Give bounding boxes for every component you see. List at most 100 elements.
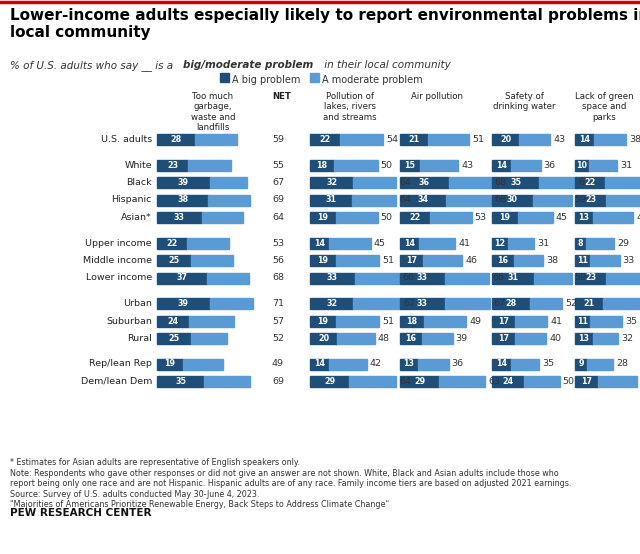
Bar (334, 160, 378, 171)
Bar (157, 194, 208, 206)
Bar (157, 315, 189, 326)
Bar (400, 194, 446, 206)
Text: 28: 28 (505, 299, 516, 308)
Bar (428, 134, 469, 145)
Text: Dem/lean Dem: Dem/lean Dem (81, 377, 152, 386)
Bar (422, 333, 452, 344)
Bar (210, 298, 253, 309)
Bar (593, 212, 633, 223)
Text: Rep/lean Rep: Rep/lean Rep (89, 360, 152, 368)
Text: 12: 12 (495, 239, 506, 248)
Bar (353, 177, 396, 188)
Bar (337, 333, 375, 344)
Text: NET: NET (273, 92, 291, 101)
Text: 51: 51 (382, 316, 394, 326)
Bar (157, 134, 195, 145)
Bar (210, 177, 248, 188)
Bar (188, 160, 231, 171)
Bar (575, 376, 598, 387)
Text: 31: 31 (537, 239, 549, 248)
Bar (191, 255, 232, 266)
Text: Middle income: Middle income (83, 256, 152, 265)
Text: 18: 18 (317, 161, 328, 170)
Bar (400, 212, 429, 223)
Text: 39: 39 (178, 178, 189, 187)
Text: 51: 51 (472, 135, 484, 144)
Text: 17: 17 (498, 316, 509, 326)
Text: Black: Black (126, 178, 152, 187)
Text: % of U.S. adults who say __ is a: % of U.S. adults who say __ is a (10, 60, 177, 71)
Text: A big problem: A big problem (232, 75, 300, 85)
Text: 32: 32 (621, 334, 634, 343)
Text: 19: 19 (317, 316, 328, 326)
Text: 32: 32 (326, 299, 337, 308)
Bar (400, 358, 417, 370)
Bar (310, 315, 335, 326)
Bar (329, 238, 371, 249)
Bar (400, 134, 428, 145)
Text: 43: 43 (636, 213, 640, 222)
Text: 52: 52 (272, 334, 284, 343)
Bar (606, 194, 640, 206)
Text: 11: 11 (577, 316, 588, 326)
Text: 33: 33 (623, 256, 635, 265)
Text: 50: 50 (563, 377, 575, 386)
Text: 41: 41 (550, 316, 563, 326)
Text: 41: 41 (458, 239, 470, 248)
Text: 67: 67 (272, 178, 284, 187)
Text: 28: 28 (616, 360, 628, 368)
Bar (349, 376, 396, 387)
Text: 32: 32 (326, 178, 337, 187)
Bar (492, 177, 540, 188)
Bar (492, 333, 515, 344)
Text: 68: 68 (495, 178, 507, 187)
Bar (310, 238, 329, 249)
Bar (590, 315, 622, 326)
Bar (310, 194, 352, 206)
Bar (492, 238, 508, 249)
Text: 33: 33 (417, 274, 428, 283)
Text: 17: 17 (581, 377, 592, 386)
Bar (518, 212, 553, 223)
Bar (575, 333, 593, 344)
Bar (182, 358, 223, 370)
Text: 31: 31 (325, 196, 337, 204)
Bar (220, 73, 229, 82)
Bar (157, 160, 188, 171)
Text: 15: 15 (404, 161, 415, 170)
Text: 42: 42 (370, 360, 381, 368)
Text: 14: 14 (496, 360, 507, 368)
Bar (515, 333, 546, 344)
Text: 55: 55 (272, 161, 284, 170)
Text: 57: 57 (272, 316, 284, 326)
Text: 28: 28 (170, 135, 182, 144)
Text: 64: 64 (399, 178, 412, 187)
Text: 8: 8 (577, 239, 583, 248)
Text: 66: 66 (492, 274, 504, 283)
Text: 45: 45 (374, 239, 386, 248)
Bar (400, 160, 420, 171)
Bar (420, 160, 458, 171)
Bar (208, 194, 250, 206)
Text: 64: 64 (399, 196, 412, 204)
Bar (492, 160, 511, 171)
Bar (492, 298, 530, 309)
Text: 49: 49 (469, 316, 481, 326)
Text: 16: 16 (405, 334, 416, 343)
Bar (575, 298, 604, 309)
Bar (514, 255, 543, 266)
Text: 22: 22 (166, 239, 177, 248)
Bar (605, 177, 640, 188)
Text: 53: 53 (272, 239, 284, 248)
Text: 29: 29 (414, 377, 425, 386)
Bar (202, 212, 243, 223)
Text: Note: Respondents who gave other responses or did not give an answer are not sho: Note: Respondents who gave other respons… (10, 469, 572, 509)
Text: 40: 40 (549, 334, 561, 343)
Text: 48: 48 (378, 334, 390, 343)
Text: Pollution of
lakes, rivers
and streams: Pollution of lakes, rivers and streams (323, 92, 377, 122)
Text: big/moderate problem: big/moderate problem (183, 60, 313, 70)
Text: 13: 13 (579, 213, 589, 222)
Bar (594, 134, 627, 145)
Text: 14: 14 (404, 239, 415, 248)
Bar (492, 358, 511, 370)
